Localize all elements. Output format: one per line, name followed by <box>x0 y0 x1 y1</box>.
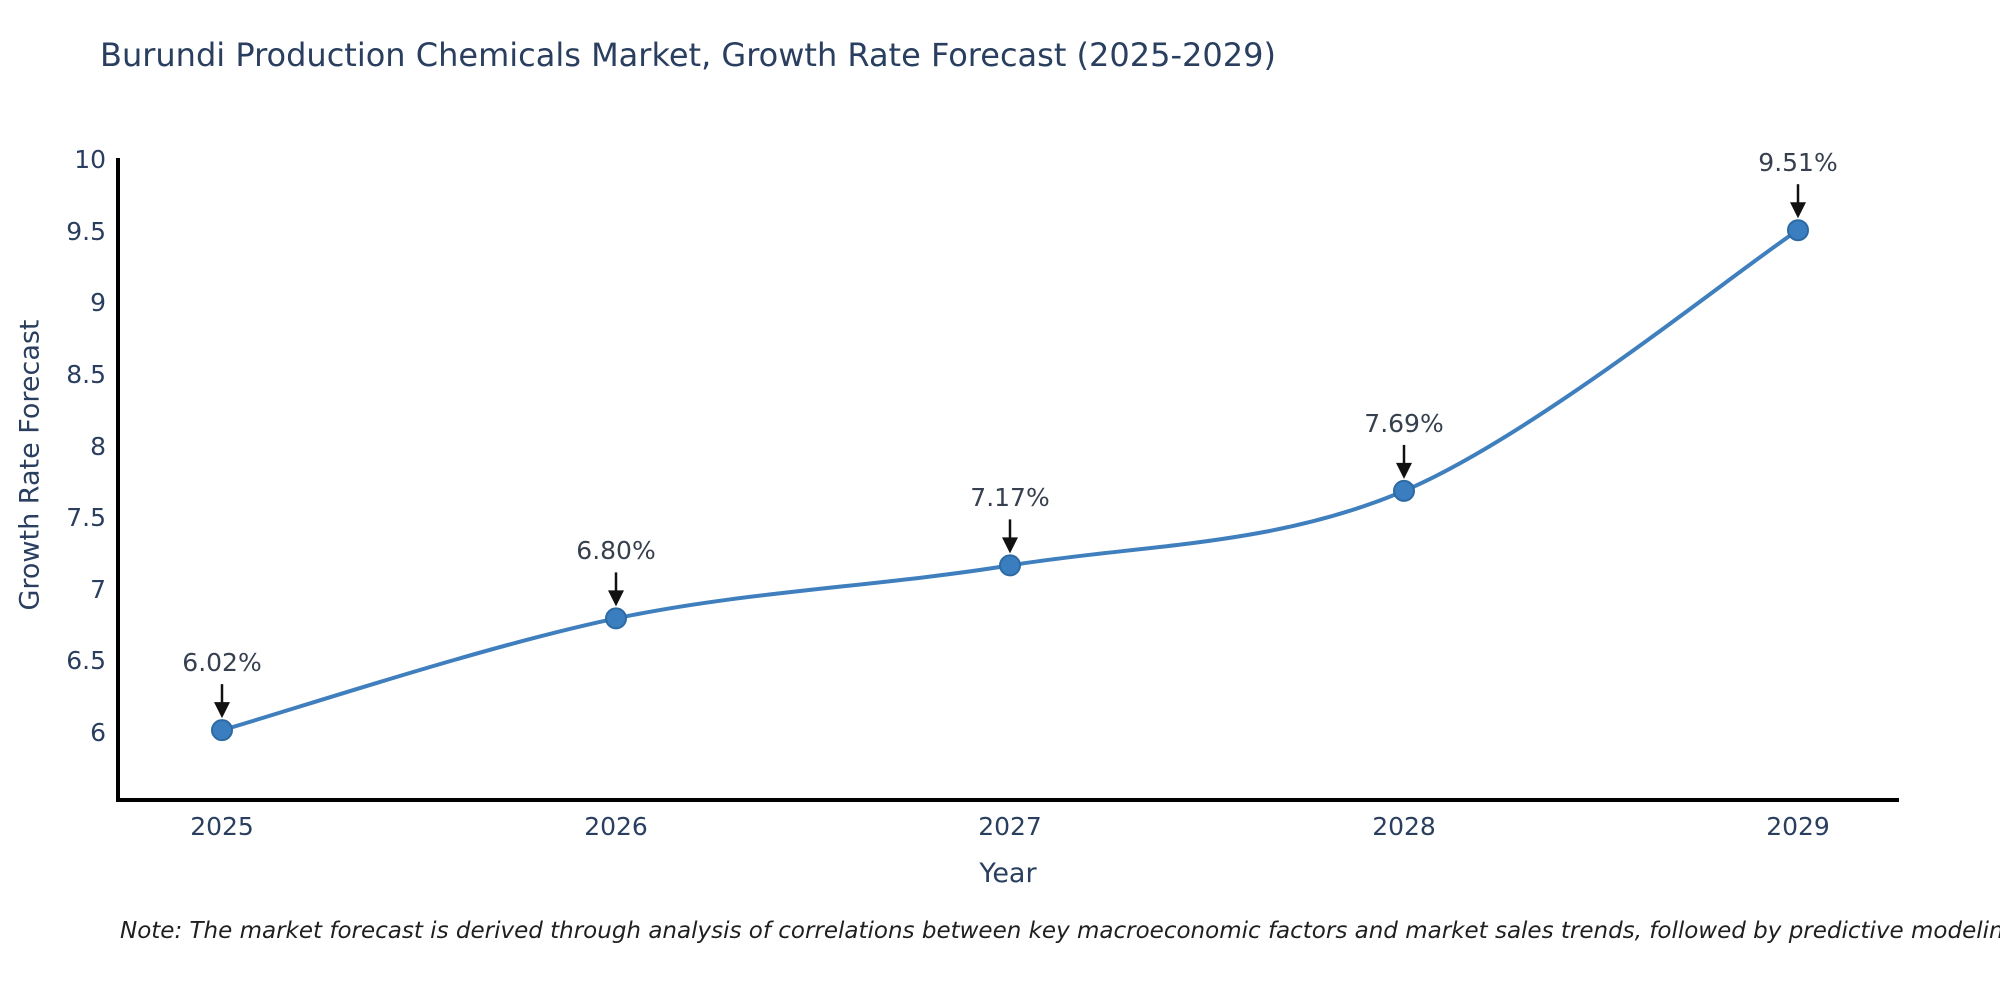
point-annotation-label: 6.02% <box>182 648 262 678</box>
footnote: Note: The market forecast is derived thr… <box>120 918 2000 944</box>
y-tick-label: 10 <box>74 145 106 174</box>
point-annotation-label: 6.80% <box>576 536 656 566</box>
annotation-arrows <box>214 184 1806 719</box>
y-tick-label: 7.5 <box>66 503 106 533</box>
annotation-arrowhead <box>1790 202 1806 219</box>
data-point-markers <box>211 219 1809 742</box>
data-point <box>605 607 627 630</box>
x-axis-title: Year <box>979 858 1037 889</box>
data-point <box>1393 479 1415 502</box>
y-tick-label: 8.5 <box>66 359 106 389</box>
y-tick-label: 9.5 <box>66 216 106 246</box>
line-series <box>221 228 1800 733</box>
point-annotation-label: 7.69% <box>1364 408 1444 438</box>
y-axis-title: Growth Rate Forecast <box>14 319 46 611</box>
chart-title: Burundi Production Chemicals Market, Gro… <box>100 36 1276 74</box>
annotation-arrowhead <box>214 702 230 719</box>
point-annotation-label: 9.51% <box>1758 148 1838 178</box>
x-tick-label: 2025 <box>190 812 254 841</box>
x-tick-label: 2027 <box>978 812 1042 841</box>
x-tick-label: 2026 <box>584 812 648 841</box>
data-point <box>211 719 233 742</box>
point-annotation-label: 7.17% <box>970 483 1050 513</box>
annotation-arrowhead <box>1002 537 1018 554</box>
annotation-arrowhead <box>1396 462 1412 479</box>
y-tick-label: 9 <box>90 288 106 318</box>
y-tick-label: 6 <box>90 718 106 747</box>
y-tick-label: 8 <box>90 431 106 461</box>
x-tick-label: 2028 <box>1372 812 1436 841</box>
y-tick-label: 6.5 <box>66 646 106 676</box>
y-tick-label: 7 <box>90 574 106 604</box>
annotation-arrowhead <box>608 590 624 607</box>
data-point <box>999 554 1021 577</box>
data-point <box>1787 219 1809 242</box>
x-tick-label: 2029 <box>1766 812 1830 841</box>
